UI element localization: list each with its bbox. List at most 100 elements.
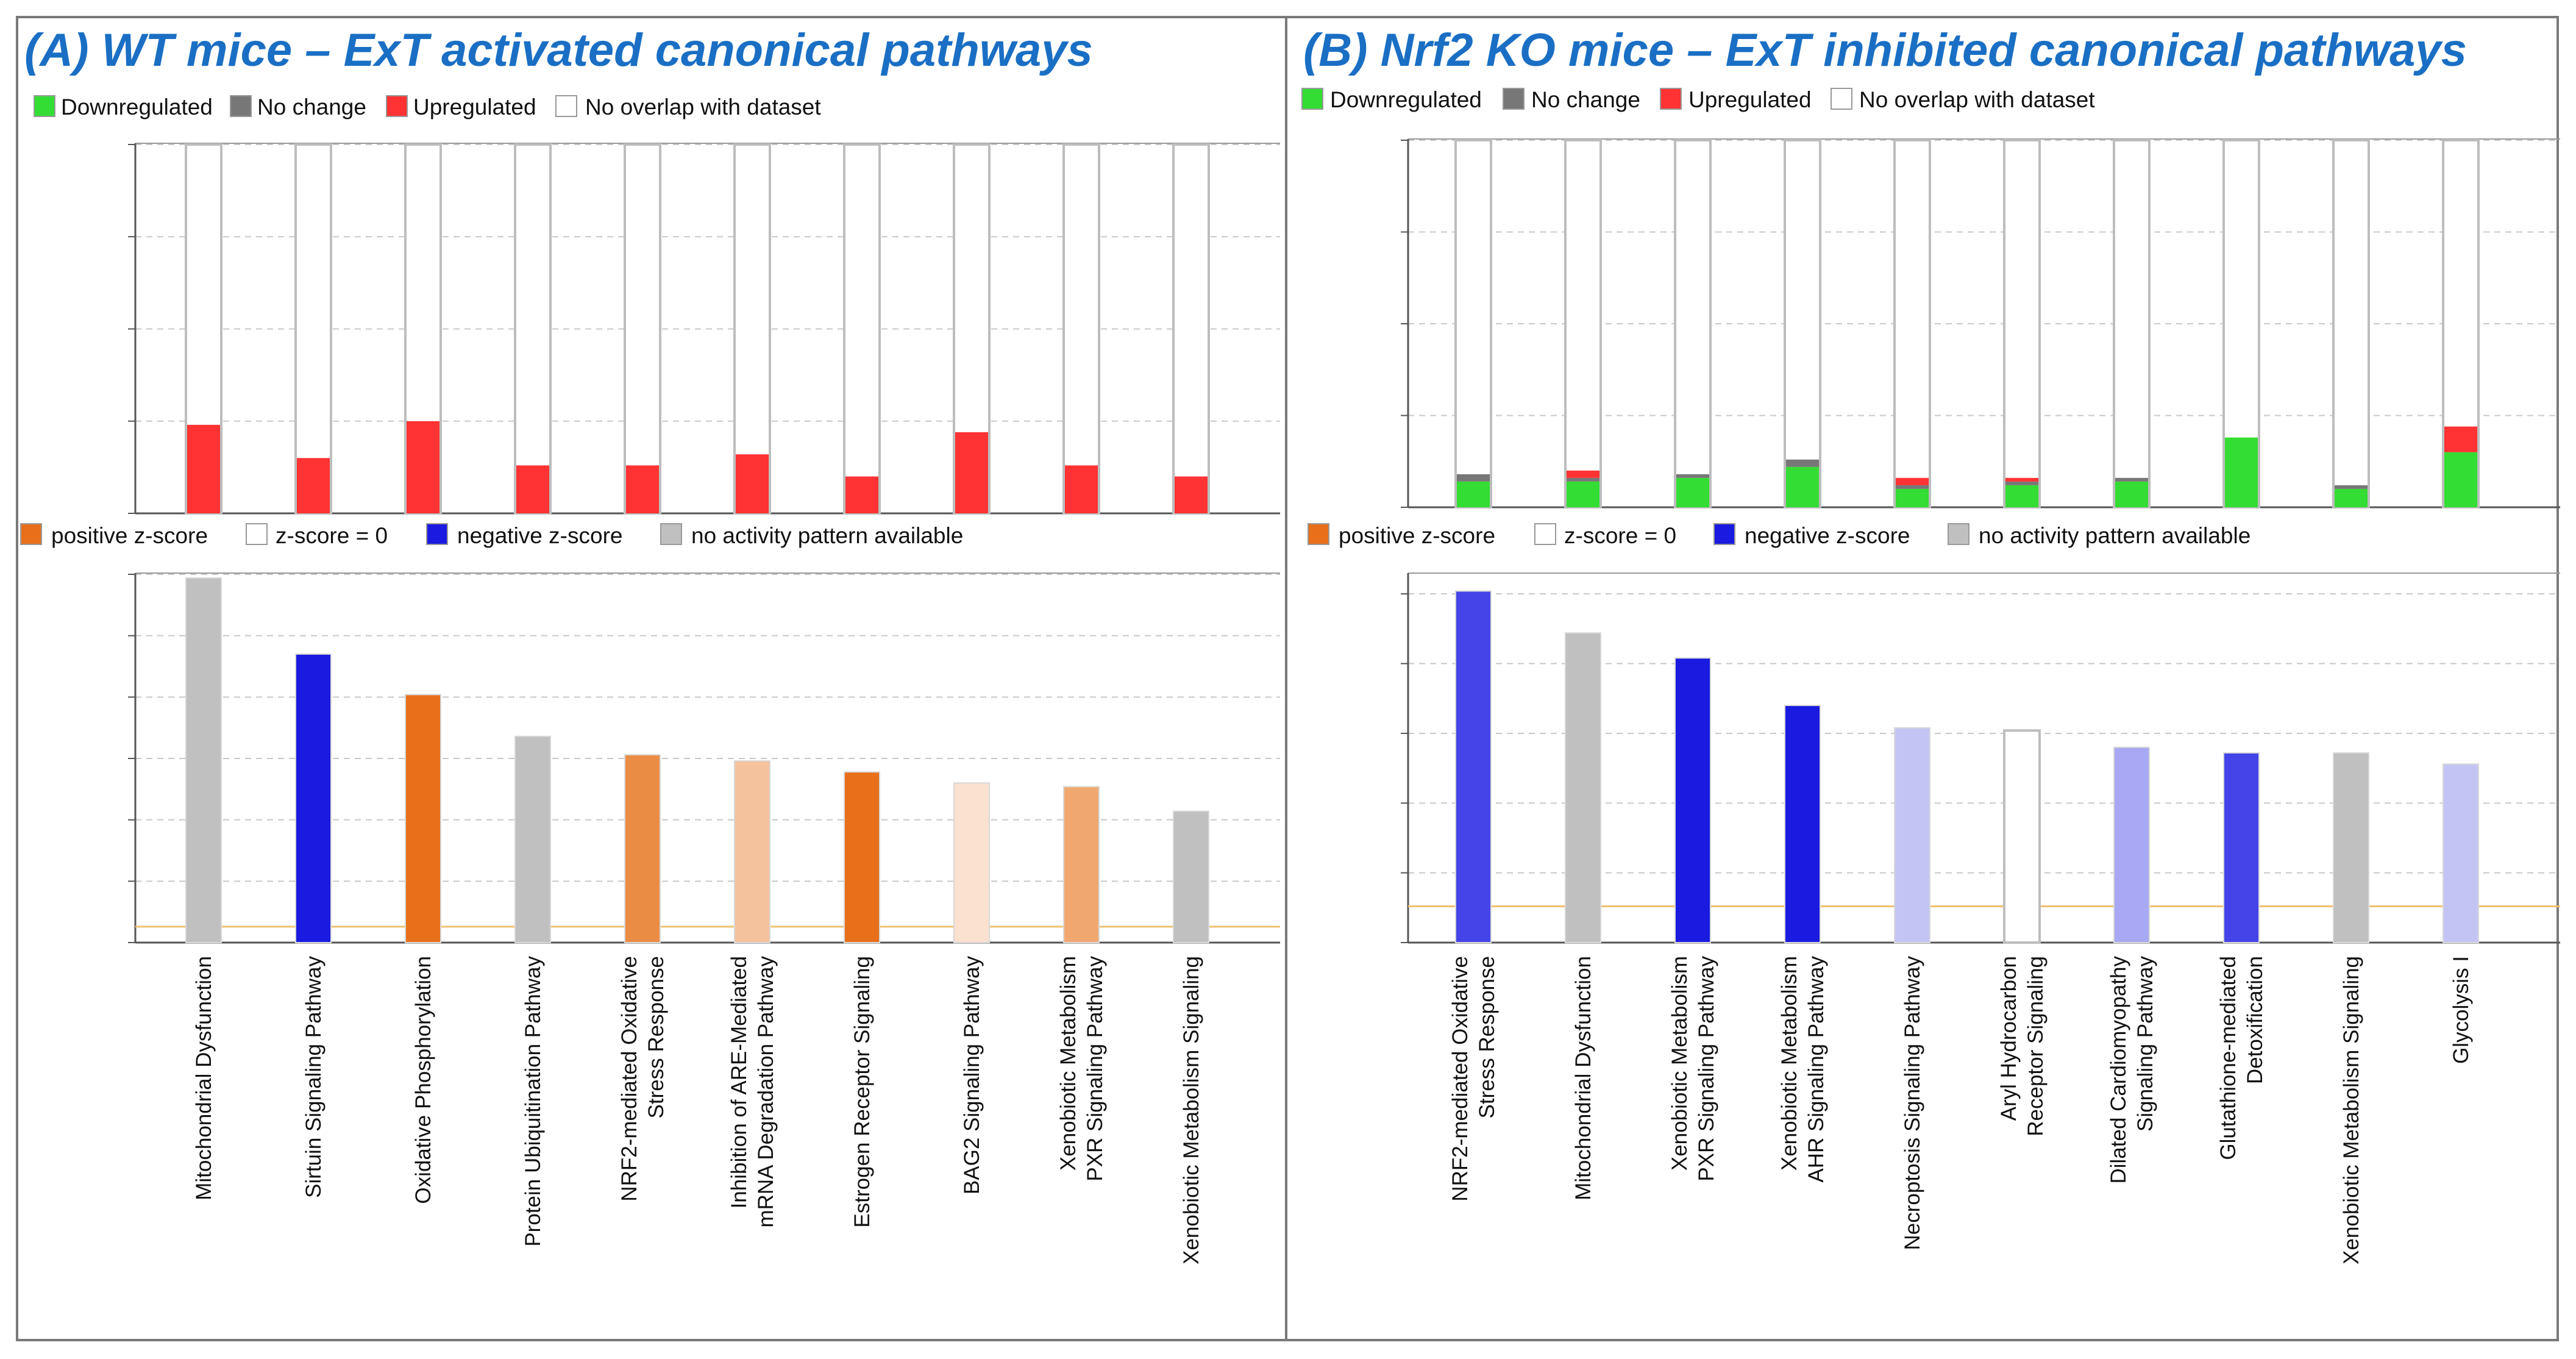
bar bbox=[1894, 727, 1930, 943]
legend-swatch-no-overlap bbox=[555, 95, 577, 117]
legend-label-no-change: No change bbox=[257, 95, 366, 119]
legend-label-no-activity: no activity pattern available bbox=[691, 523, 963, 548]
bar bbox=[185, 577, 222, 943]
legend-swatch-z-zero bbox=[1534, 523, 1556, 545]
bar-segment-downregulated bbox=[2115, 481, 2148, 507]
legend-label-negative-z: negative z-score bbox=[457, 523, 622, 548]
bar bbox=[844, 771, 880, 943]
x-category-label: Protein Ubiquitination Pathway bbox=[521, 956, 545, 1247]
legend-swatch-downregulated bbox=[34, 95, 55, 117]
bar bbox=[1063, 786, 1100, 943]
bar-segment-downregulated bbox=[1676, 477, 1709, 507]
panel-b-legend-bottom: positive z-score z-score = 0 negative z-… bbox=[1308, 523, 2250, 548]
bar-segment-downregulated bbox=[2335, 488, 2368, 507]
bar-segment-no-change bbox=[1457, 474, 1490, 482]
bar-segment-upregulated bbox=[1065, 465, 1098, 513]
legend-swatch-upregulated bbox=[386, 95, 408, 117]
bar-segment-upregulated bbox=[297, 458, 330, 513]
bar-no-overlap bbox=[514, 143, 552, 515]
bar-segment-downregulated bbox=[2225, 437, 2258, 507]
x-category-label: NRF2-mediated Oxidative Stress Response bbox=[617, 956, 668, 1202]
legend-label-z-zero: z-score = 0 bbox=[1564, 523, 1676, 548]
bar-no-overlap bbox=[624, 143, 661, 515]
bar-segment-upregulated bbox=[1567, 470, 1599, 478]
bar bbox=[2113, 746, 2150, 944]
legend-label-upregulated: Upregulated bbox=[413, 95, 536, 119]
x-category-label: Sirtuin Signaling Pathway bbox=[302, 956, 326, 1198]
legend-label-positive-z: positive z-score bbox=[51, 523, 208, 548]
bar-no-overlap bbox=[2113, 139, 2151, 508]
legend-label-no-activity: no activity pattern available bbox=[1979, 523, 2250, 548]
bar-segment-no-change bbox=[2335, 485, 2368, 489]
legend-swatch-no-overlap bbox=[1831, 88, 1852, 110]
bar bbox=[624, 754, 661, 943]
x-category-label: Estrogen Receptor Signaling bbox=[850, 956, 874, 1228]
legend-label-positive-z: positive z-score bbox=[1339, 523, 1495, 548]
bar bbox=[953, 782, 990, 944]
bar-segment-downregulated bbox=[1567, 481, 1599, 507]
bar bbox=[1674, 657, 1711, 943]
bar-no-overlap bbox=[2332, 139, 2370, 508]
bar-no-overlap bbox=[1564, 139, 1602, 508]
bar-segment-downregulated bbox=[1896, 488, 1929, 507]
legend-swatch-positive-z bbox=[1308, 523, 1329, 545]
bar-no-overlap bbox=[1674, 139, 1712, 508]
panel-a-legend-top: Downregulated No change Upregulated No o… bbox=[34, 95, 821, 119]
legend-label-negative-z: negative z-score bbox=[1745, 523, 1910, 548]
chart-d-pvalue: NRF2-mediated Oxidative Stress Response Mi… bbox=[1401, 572, 2560, 1264]
legend-label-no-overlap: No overlap with dataset bbox=[1859, 87, 2095, 112]
bar bbox=[405, 694, 441, 943]
x-category-label: Necroptosis Signaling Pathway bbox=[1901, 956, 1924, 1250]
bar-segment-upregulated bbox=[736, 454, 769, 513]
bar-no-overlap bbox=[1454, 139, 1492, 508]
bar-segment-upregulated bbox=[626, 465, 659, 513]
bar-segment-no-change bbox=[1676, 474, 1709, 478]
bar-segment-upregulated bbox=[1175, 476, 1208, 513]
bar bbox=[2443, 763, 2479, 943]
legend-label-downregulated: Downregulated bbox=[1330, 87, 1482, 112]
x-category-label: Inhibition of ARE-Mediated mRNA Degradati… bbox=[727, 956, 778, 1228]
bar-segment-upregulated bbox=[2005, 477, 2038, 482]
legend-label-no-change: No change bbox=[1531, 87, 1640, 112]
x-category-label: Dilated Cardiomyopathy Signaling Pathway bbox=[2107, 956, 2157, 1184]
bar-no-overlap bbox=[1784, 139, 1821, 508]
legend-swatch-z-zero bbox=[246, 523, 268, 545]
legend-swatch-upregulated bbox=[1660, 88, 1682, 110]
bar-segment-upregulated bbox=[955, 432, 988, 513]
bar-no-overlap bbox=[1893, 139, 1931, 508]
x-category-label: Glutathione-mediated Detoxification bbox=[2216, 956, 2267, 1160]
x-category-label: Xenobiotic Metabolism Signaling bbox=[2339, 956, 2363, 1264]
legend-swatch-no-activity bbox=[1948, 523, 1969, 545]
bar-segment-no-change bbox=[1786, 459, 1819, 467]
x-category-label: Oxidative Phosphorylation bbox=[411, 956, 435, 1204]
legend-swatch-negative-z bbox=[426, 523, 448, 545]
x-category-label: Aryl Hydrocarbon Receptor Signaling bbox=[1997, 956, 2048, 1136]
legend-swatch-no-change bbox=[1503, 88, 1525, 110]
bar bbox=[295, 653, 332, 944]
x-category-label: Xenobiotic Metabolism PXR Signaling Pathw… bbox=[1668, 956, 1718, 1182]
legend-swatch-positive-z bbox=[20, 523, 42, 545]
bar-segment-no-change bbox=[2115, 477, 2148, 482]
bar-no-overlap bbox=[843, 143, 881, 515]
bar-segment-downregulated bbox=[1457, 481, 1490, 507]
bar bbox=[1455, 590, 1492, 943]
panel-a-legend-bottom: positive z-score z-score = 0 negative z-… bbox=[20, 523, 963, 548]
panel-a-title: (A) WT mice – ExT activated canonical pa… bbox=[24, 24, 1093, 76]
bar-segment-upregulated bbox=[1896, 477, 1929, 485]
legend-label-upregulated: Upregulated bbox=[1688, 87, 1812, 112]
x-category-label: Glycolysis I bbox=[2449, 956, 2473, 1064]
bar-segment-no-change bbox=[1896, 485, 1929, 489]
bar bbox=[2003, 729, 2041, 944]
bar bbox=[514, 735, 551, 943]
bar-segment-upregulated bbox=[407, 421, 439, 513]
x-category-label: Xenobiotic Metabolism PXR Signaling Pathw… bbox=[1056, 956, 1107, 1182]
legend-swatch-no-activity bbox=[660, 523, 682, 545]
chart-b-pvalue: Mitochondrial Dysfunction Sirtuin Signali… bbox=[128, 572, 1280, 1264]
bar bbox=[734, 760, 770, 943]
legend-swatch-no-change bbox=[230, 95, 252, 117]
bar bbox=[1173, 810, 1209, 944]
bar-segment-downregulated bbox=[1786, 466, 1819, 507]
bar-segment-downregulated bbox=[2444, 452, 2477, 507]
x-category-label: NRF2-mediated Oxidative Stress Response bbox=[1448, 956, 1499, 1202]
